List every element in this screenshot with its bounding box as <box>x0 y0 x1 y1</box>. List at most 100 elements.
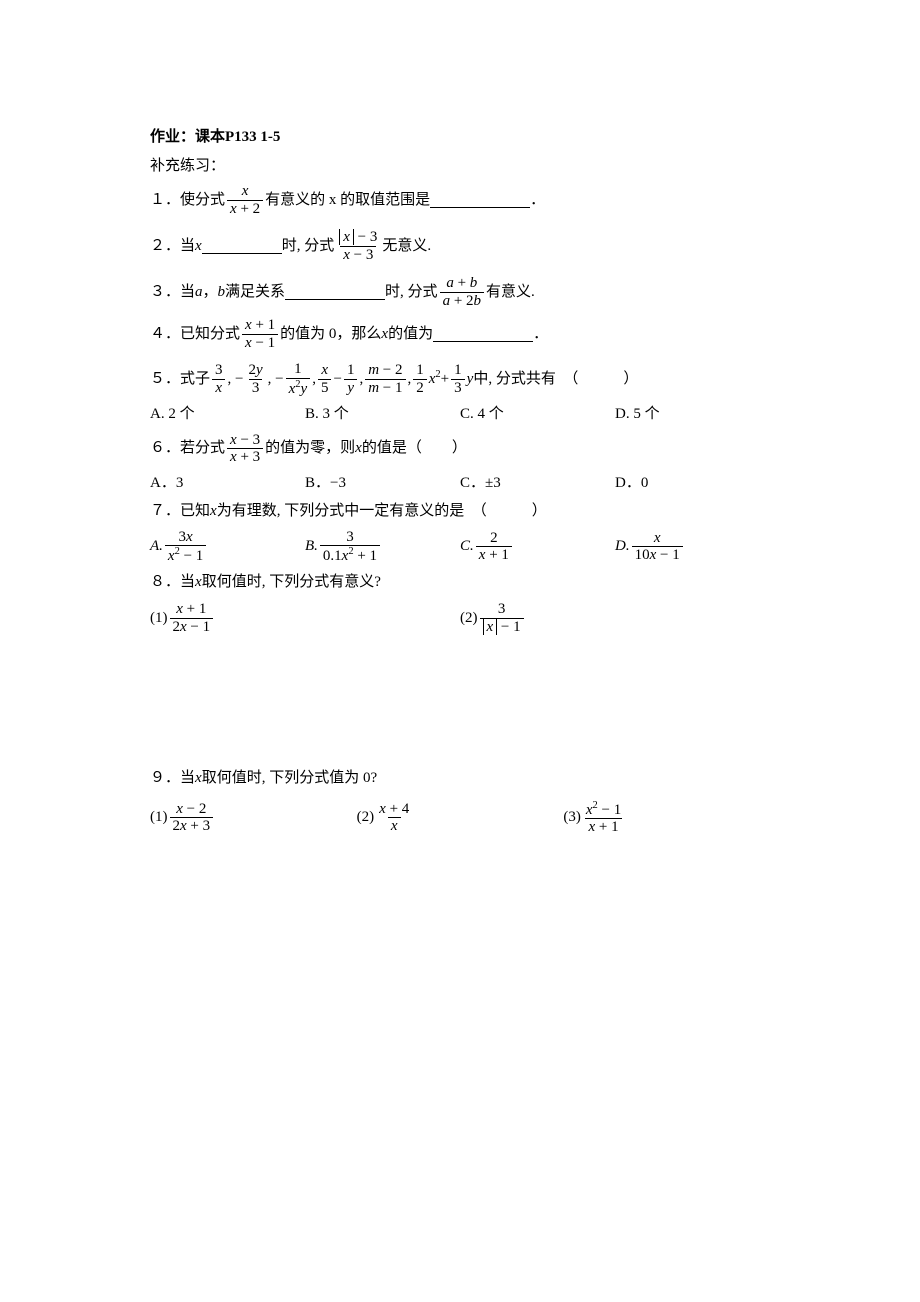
q4-blank[interactable] <box>433 327 533 342</box>
q8-p2-den-tail: − 1 <box>497 619 520 635</box>
q5-t6-den-tail: − 1 <box>379 380 402 396</box>
q6-var: x <box>355 437 362 460</box>
q2-num: x − 3 <box>336 229 380 246</box>
q9-p3-frac: x2 − 1 x + 1 <box>583 800 624 836</box>
q9-p1-num-var: x <box>176 801 183 817</box>
q6-c-val: ±3 <box>485 475 501 491</box>
q6-choice-c[interactable]: C．±3 <box>460 472 615 495</box>
q5-choice-c[interactable]: C. 4 个 <box>460 403 615 426</box>
q5-choice-b[interactable]: B. 3 个 <box>305 403 460 426</box>
q6-choice-a[interactable]: A．3 <box>150 472 305 495</box>
q3-num-b: b <box>470 275 478 291</box>
q5-t4-num: x <box>318 362 331 379</box>
q4-prefix: ４．已知分式 <box>150 323 240 346</box>
q7-c-den: x + 1 <box>476 546 512 564</box>
q7-c-frac: 2 x + 1 <box>476 530 512 564</box>
q9-p1-num-tail: − 2 <box>183 801 206 817</box>
q5-t8-den: 3 <box>451 379 465 397</box>
q2-prefix: ２．当 <box>150 235 195 258</box>
q9-p1-den-b: x <box>180 818 187 834</box>
q4-num-var: x <box>245 317 252 333</box>
q5-choice-d[interactable]: D. 5 个 <box>615 403 770 426</box>
q7-choice-c[interactable]: C. 2 x + 1 <box>460 530 615 564</box>
q7-d-den-tail: − 1 <box>656 547 679 563</box>
q5-t5: 1y <box>344 362 358 396</box>
q7-a-den-tail: − 1 <box>180 548 203 564</box>
q7-c-den-tail: + 1 <box>485 547 508 563</box>
q6-choice-d[interactable]: D．0 <box>615 472 770 495</box>
q9-p3-den: x + 1 <box>585 818 621 836</box>
q5-t2-num-b: y <box>256 362 263 378</box>
question-4: ４．已知分式 x + 1 x − 1 的值为 0，那么 x 的值为 ． <box>150 317 770 351</box>
q2-num-var: x <box>343 229 350 245</box>
q6-num: x − 3 <box>227 432 263 449</box>
q1-den: x + 2 <box>227 200 263 218</box>
question-2: ２．当 x 时, 分式 x − 3 x − 3 无意义. <box>150 229 770 263</box>
q6-c-pre: C． <box>460 475 485 491</box>
q3-num: a + b <box>443 275 480 292</box>
q9-p1-den-a: 2 <box>173 818 181 834</box>
q5-t4: x5 <box>318 362 332 396</box>
q3-comma: ， <box>203 281 218 304</box>
q8-p1-num-var: x <box>176 601 183 617</box>
q3-den-2: + 2 <box>450 293 473 309</box>
q8-prefix: ８．当 <box>150 571 195 594</box>
q6-den-var: x <box>230 449 237 465</box>
q8-p2-num: 3 <box>495 601 509 618</box>
q1-den-op: + 2 <box>237 201 260 217</box>
q9-p1-den-tail: + 3 <box>187 818 210 834</box>
q8-p1-den: 2x − 1 <box>170 618 214 636</box>
q6-choice-b[interactable]: B．−3 <box>305 472 460 495</box>
q8-parts: (1) x + 1 2x − 1 (2) 3 x − 1 <box>150 601 770 635</box>
q8-p1-frac: x + 1 2x − 1 <box>170 601 214 635</box>
q1-den-var: x <box>230 201 237 217</box>
q3-blank[interactable] <box>285 285 385 300</box>
q5-c4: − <box>333 368 341 391</box>
q9-part-3: (3) x2 − 1 x + 1 <box>563 800 770 836</box>
q3-num-a: a <box>446 275 454 291</box>
q5-t8-var: y <box>467 368 474 391</box>
q5-t3: 1x2y <box>286 361 311 397</box>
q1-fraction: x x + 2 <box>227 183 263 217</box>
q5-c2: , − <box>268 368 284 391</box>
q8-p1-label: (1) <box>150 607 168 630</box>
q3-mid2: 时, 分式 <box>385 281 438 304</box>
q3-a: a <box>195 281 203 304</box>
q9-p3-num-tail: − 1 <box>598 802 621 818</box>
q1-blank[interactable] <box>430 193 530 208</box>
q6-num-var: x <box>230 432 237 448</box>
q4-mid2: 的值为 <box>388 323 433 346</box>
q9-var: x <box>195 767 202 790</box>
q5-t4-den: 5 <box>318 379 332 397</box>
q9-p1-label: (1) <box>150 806 168 829</box>
q9-p1-frac: x − 2 2x + 3 <box>170 801 214 835</box>
q4-num-tail: + 1 <box>252 317 275 333</box>
q8-p1-den-tail: − 1 <box>187 619 210 635</box>
q2-num-tail: − 3 <box>354 229 377 245</box>
q7-b-den-a: 0.1 <box>323 548 342 564</box>
q7-choice-d[interactable]: D. x 10x − 1 <box>615 530 770 564</box>
q7-a-den-a: x <box>168 548 175 564</box>
q3-suffix: 有意义. <box>486 281 535 304</box>
q2-den-var: x <box>343 247 350 263</box>
q5-t7: 12 <box>413 362 427 396</box>
q9-part-2: (2) x + 4 x <box>357 801 564 835</box>
q5-t7-tail: x2 <box>429 367 441 391</box>
workspace-8 <box>150 641 770 761</box>
q7-choice-b[interactable]: B. 3 0.1x2 + 1 <box>305 529 460 565</box>
q3-den-b: b <box>474 293 482 309</box>
q5-t5-num: 1 <box>344 362 358 379</box>
q6-prefix: ６．若分式 <box>150 437 225 460</box>
q7-choices: A. 3x x2 − 1 B. 3 0.1x2 + 1 C. 2 x + 1 D… <box>150 529 770 565</box>
q8-p1-num-tail: + 1 <box>183 601 206 617</box>
q3-prefix: ３．当 <box>150 281 195 304</box>
q7-choice-a[interactable]: A. 3x x2 − 1 <box>150 529 305 565</box>
q5-t7-num: 1 <box>413 362 427 379</box>
q5-t3-den-b: y <box>301 381 308 397</box>
q8-p2-label: (2) <box>460 607 478 630</box>
question-5: ５．式子 3x , − 2y3 , − 1x2y , x5 − 1y , m −… <box>150 361 770 397</box>
q2-blank[interactable] <box>202 239 282 254</box>
q5-choice-a[interactable]: A. 2 个 <box>150 403 305 426</box>
q4-den-tail: − 1 <box>252 335 275 351</box>
q9-p3-num: x2 − 1 <box>583 800 624 819</box>
